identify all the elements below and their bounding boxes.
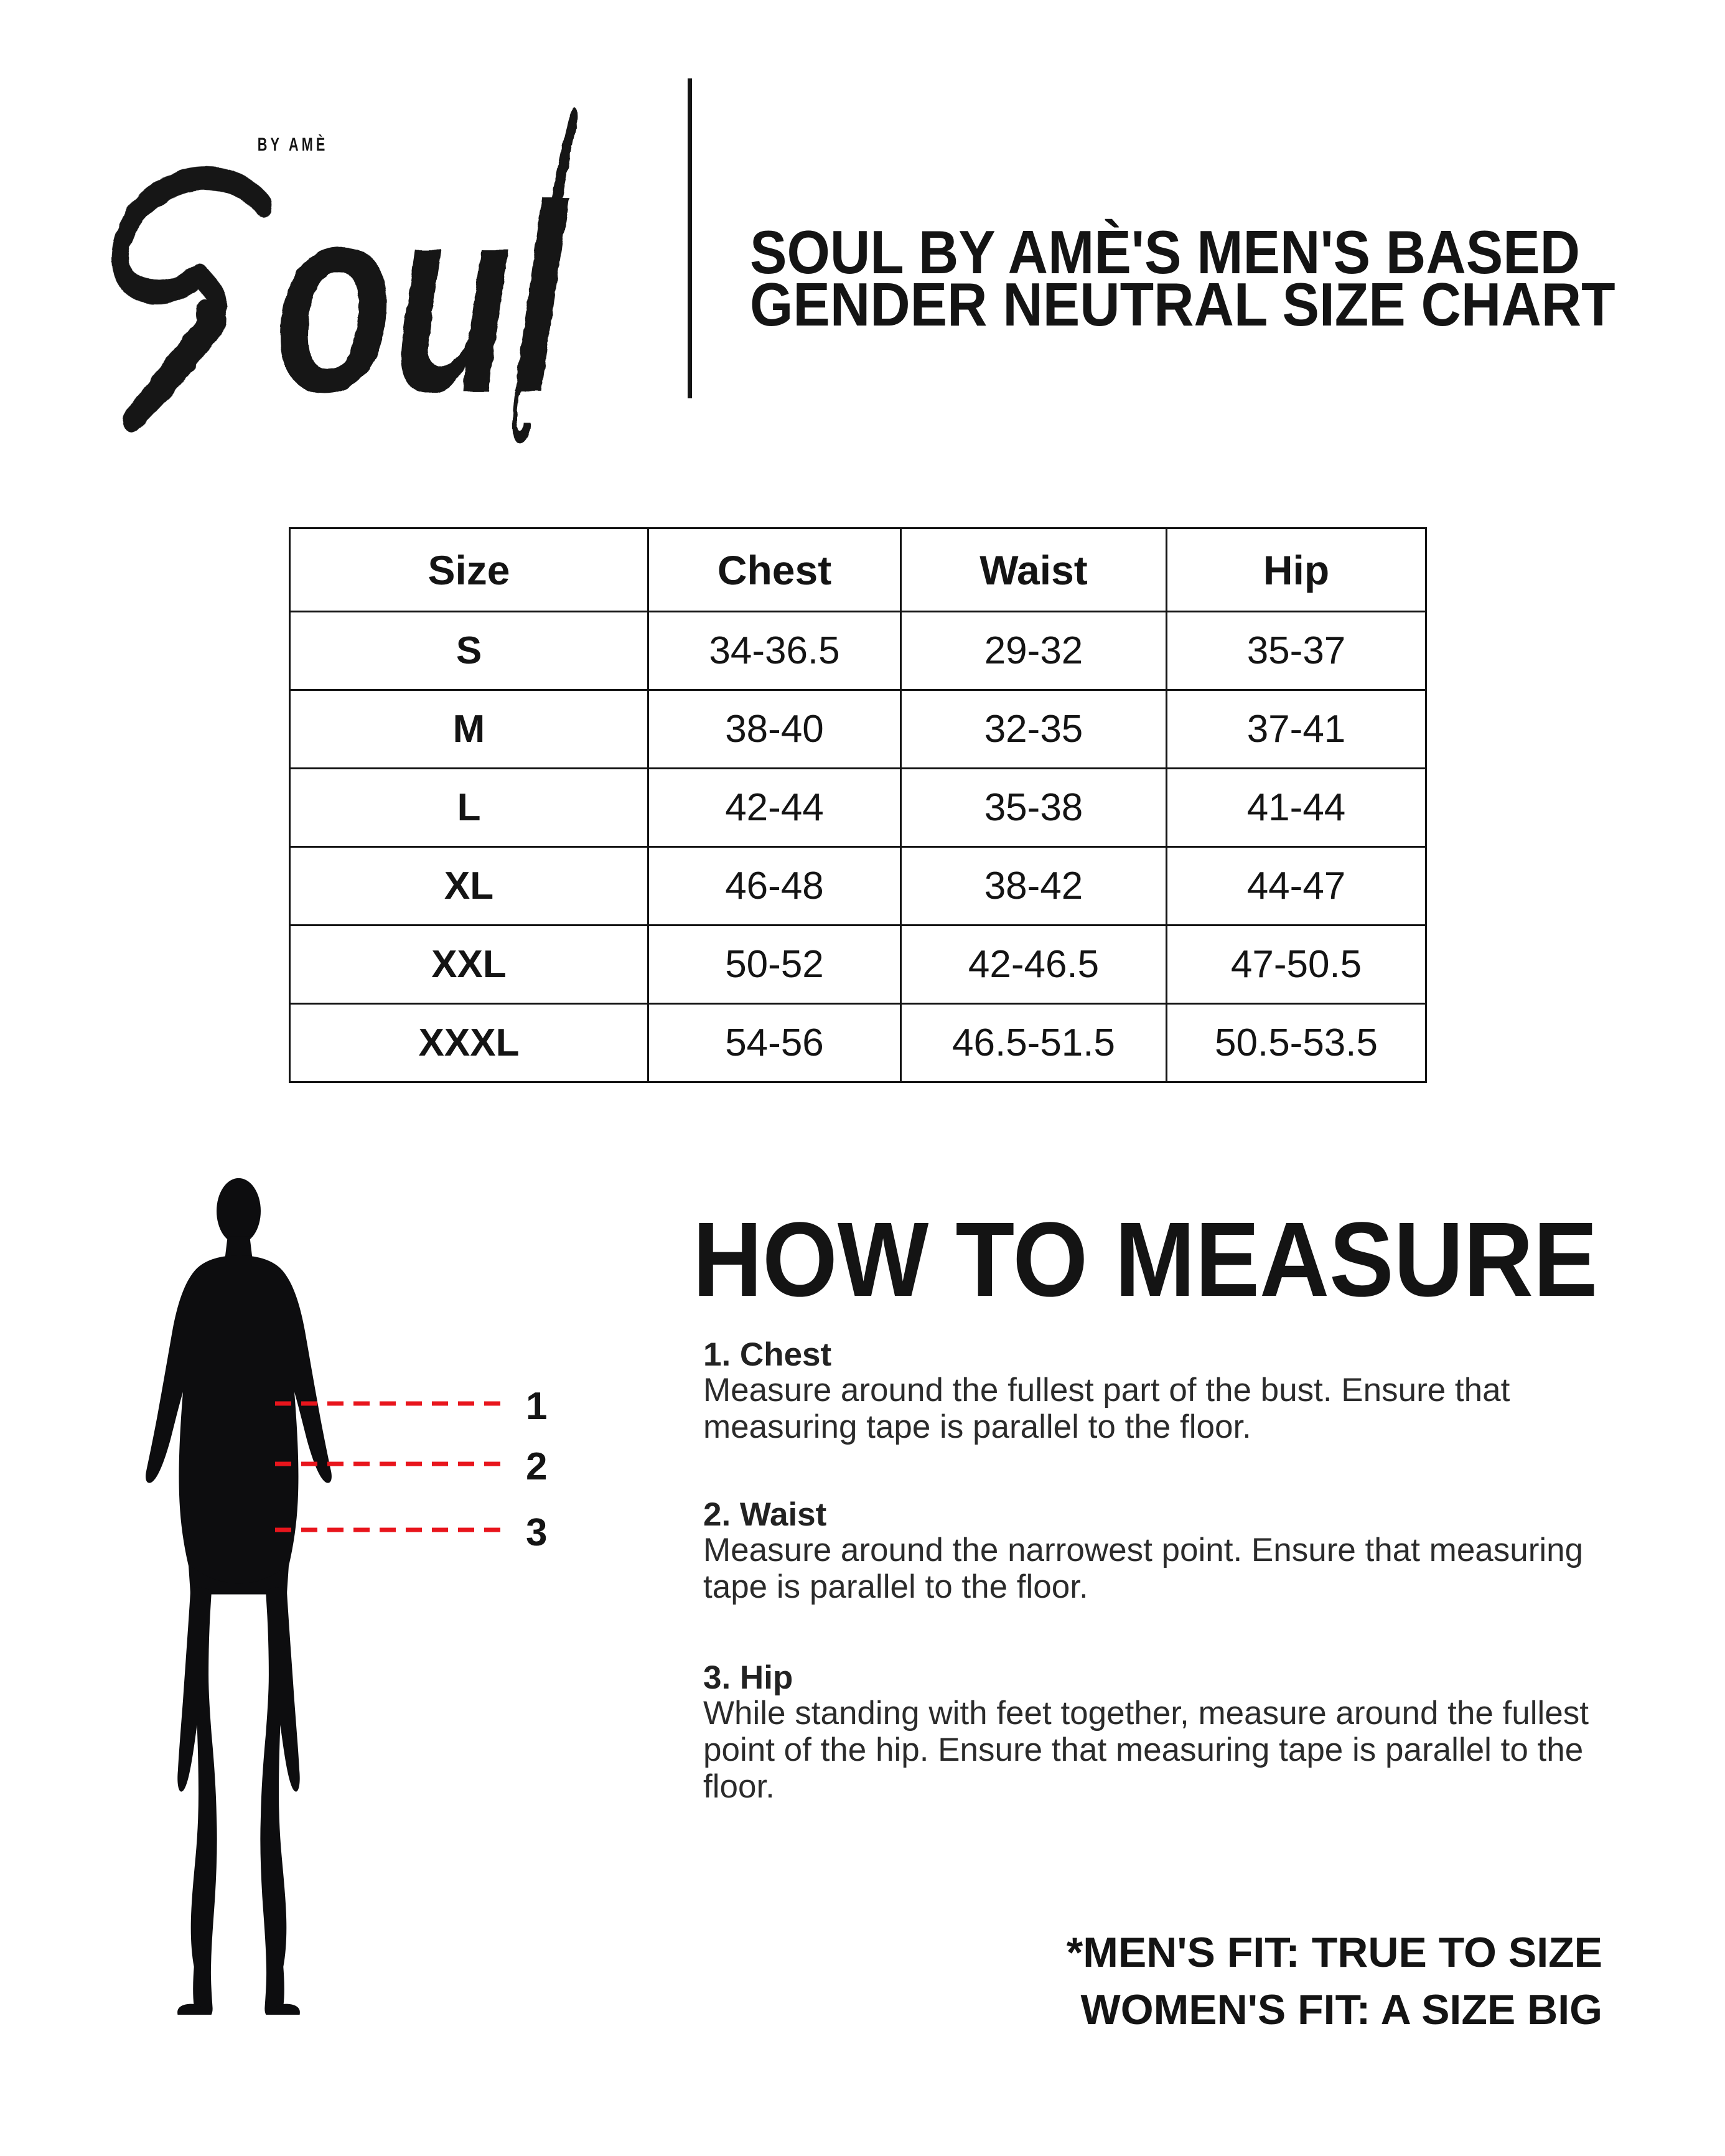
svg-text:1: 1 <box>526 1385 547 1428</box>
svg-text:2: 2 <box>526 1445 547 1488</box>
svg-text:3: 3 <box>526 1511 547 1554</box>
